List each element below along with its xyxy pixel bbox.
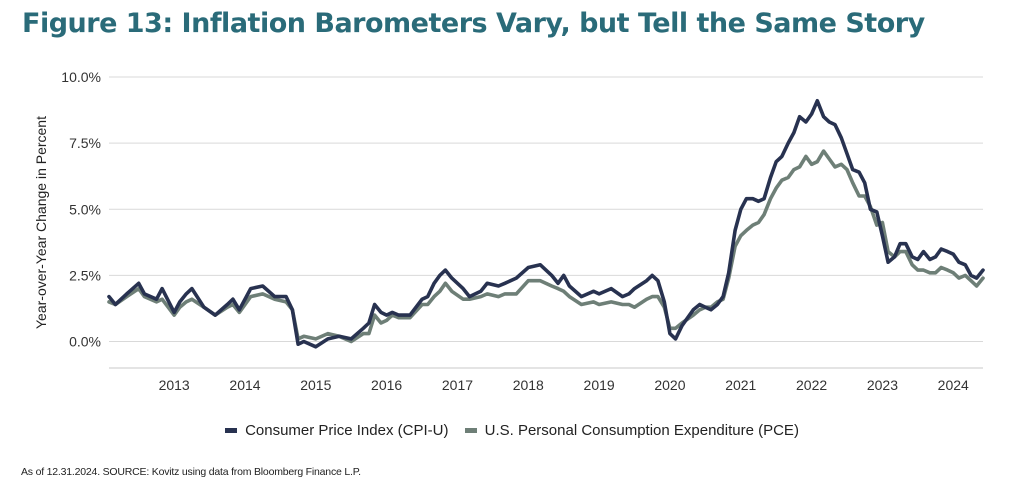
legend-label-pce: U.S. Personal Consumption Expenditure (P… bbox=[484, 422, 799, 439]
x-tick-label: 2019 bbox=[584, 377, 615, 393]
series-line-pce bbox=[107, 149, 985, 344]
x-axis-ticks: 2013 2014 2015 2016 2017 2018 2019 2020 2021 2022… bbox=[159, 377, 969, 393]
x-tick-label: 2013 bbox=[159, 377, 190, 393]
line-chart: 0.0%2.5%5.0%7.5%10.0% 2013 2014 2015 2016 20… bbox=[33, 69, 985, 393]
x-tick-label: 2020 bbox=[654, 377, 685, 393]
y-axis-ticks: 0.0% 2.5% 5.0% 7.5% 10.0% bbox=[61, 69, 101, 350]
x-tick-label: 2023 bbox=[867, 377, 898, 393]
legend: Consumer Price Index (CPI-U) U.S. Person… bbox=[0, 422, 1024, 439]
chart-title: Figure 13: Inflation Barometers Vary, bu… bbox=[22, 8, 925, 39]
legend-swatch-pce bbox=[464, 427, 477, 433]
y-tick-label: 7.5% bbox=[69, 135, 101, 151]
x-tick-label: 2022 bbox=[796, 377, 827, 393]
y-axis-label: Year-over-Year Change in Percent bbox=[33, 116, 49, 329]
x-tick-label: 2021 bbox=[725, 377, 756, 393]
y-tick-label: 0.0% bbox=[69, 334, 101, 350]
y-tick-label: 10.0% bbox=[61, 69, 101, 85]
x-tick-label: 2015 bbox=[300, 377, 331, 393]
x-tick-label: 2017 bbox=[442, 377, 473, 393]
legend-label-cpi: Consumer Price Index (CPI-U) bbox=[245, 422, 449, 439]
legend-item-cpi: Consumer Price Index (CPI-U) bbox=[225, 422, 448, 439]
x-tick-label: 2016 bbox=[371, 377, 402, 393]
legend-swatch-cpi bbox=[225, 427, 238, 433]
series-lines bbox=[107, 99, 985, 349]
source-footnote: As of 12.31.2024. SOURCE: Kovitz using d… bbox=[21, 466, 361, 478]
x-tick-label: 2024 bbox=[938, 377, 969, 393]
x-tick-label: 2014 bbox=[229, 377, 260, 393]
y-tick-label: 2.5% bbox=[69, 267, 101, 283]
x-tick-label: 2018 bbox=[513, 377, 544, 393]
series-line-cpi bbox=[107, 99, 985, 349]
legend-item-pce: U.S. Personal Consumption Expenditure (P… bbox=[464, 422, 799, 439]
y-tick-label: 5.0% bbox=[69, 201, 101, 217]
gridlines bbox=[109, 76, 983, 343]
